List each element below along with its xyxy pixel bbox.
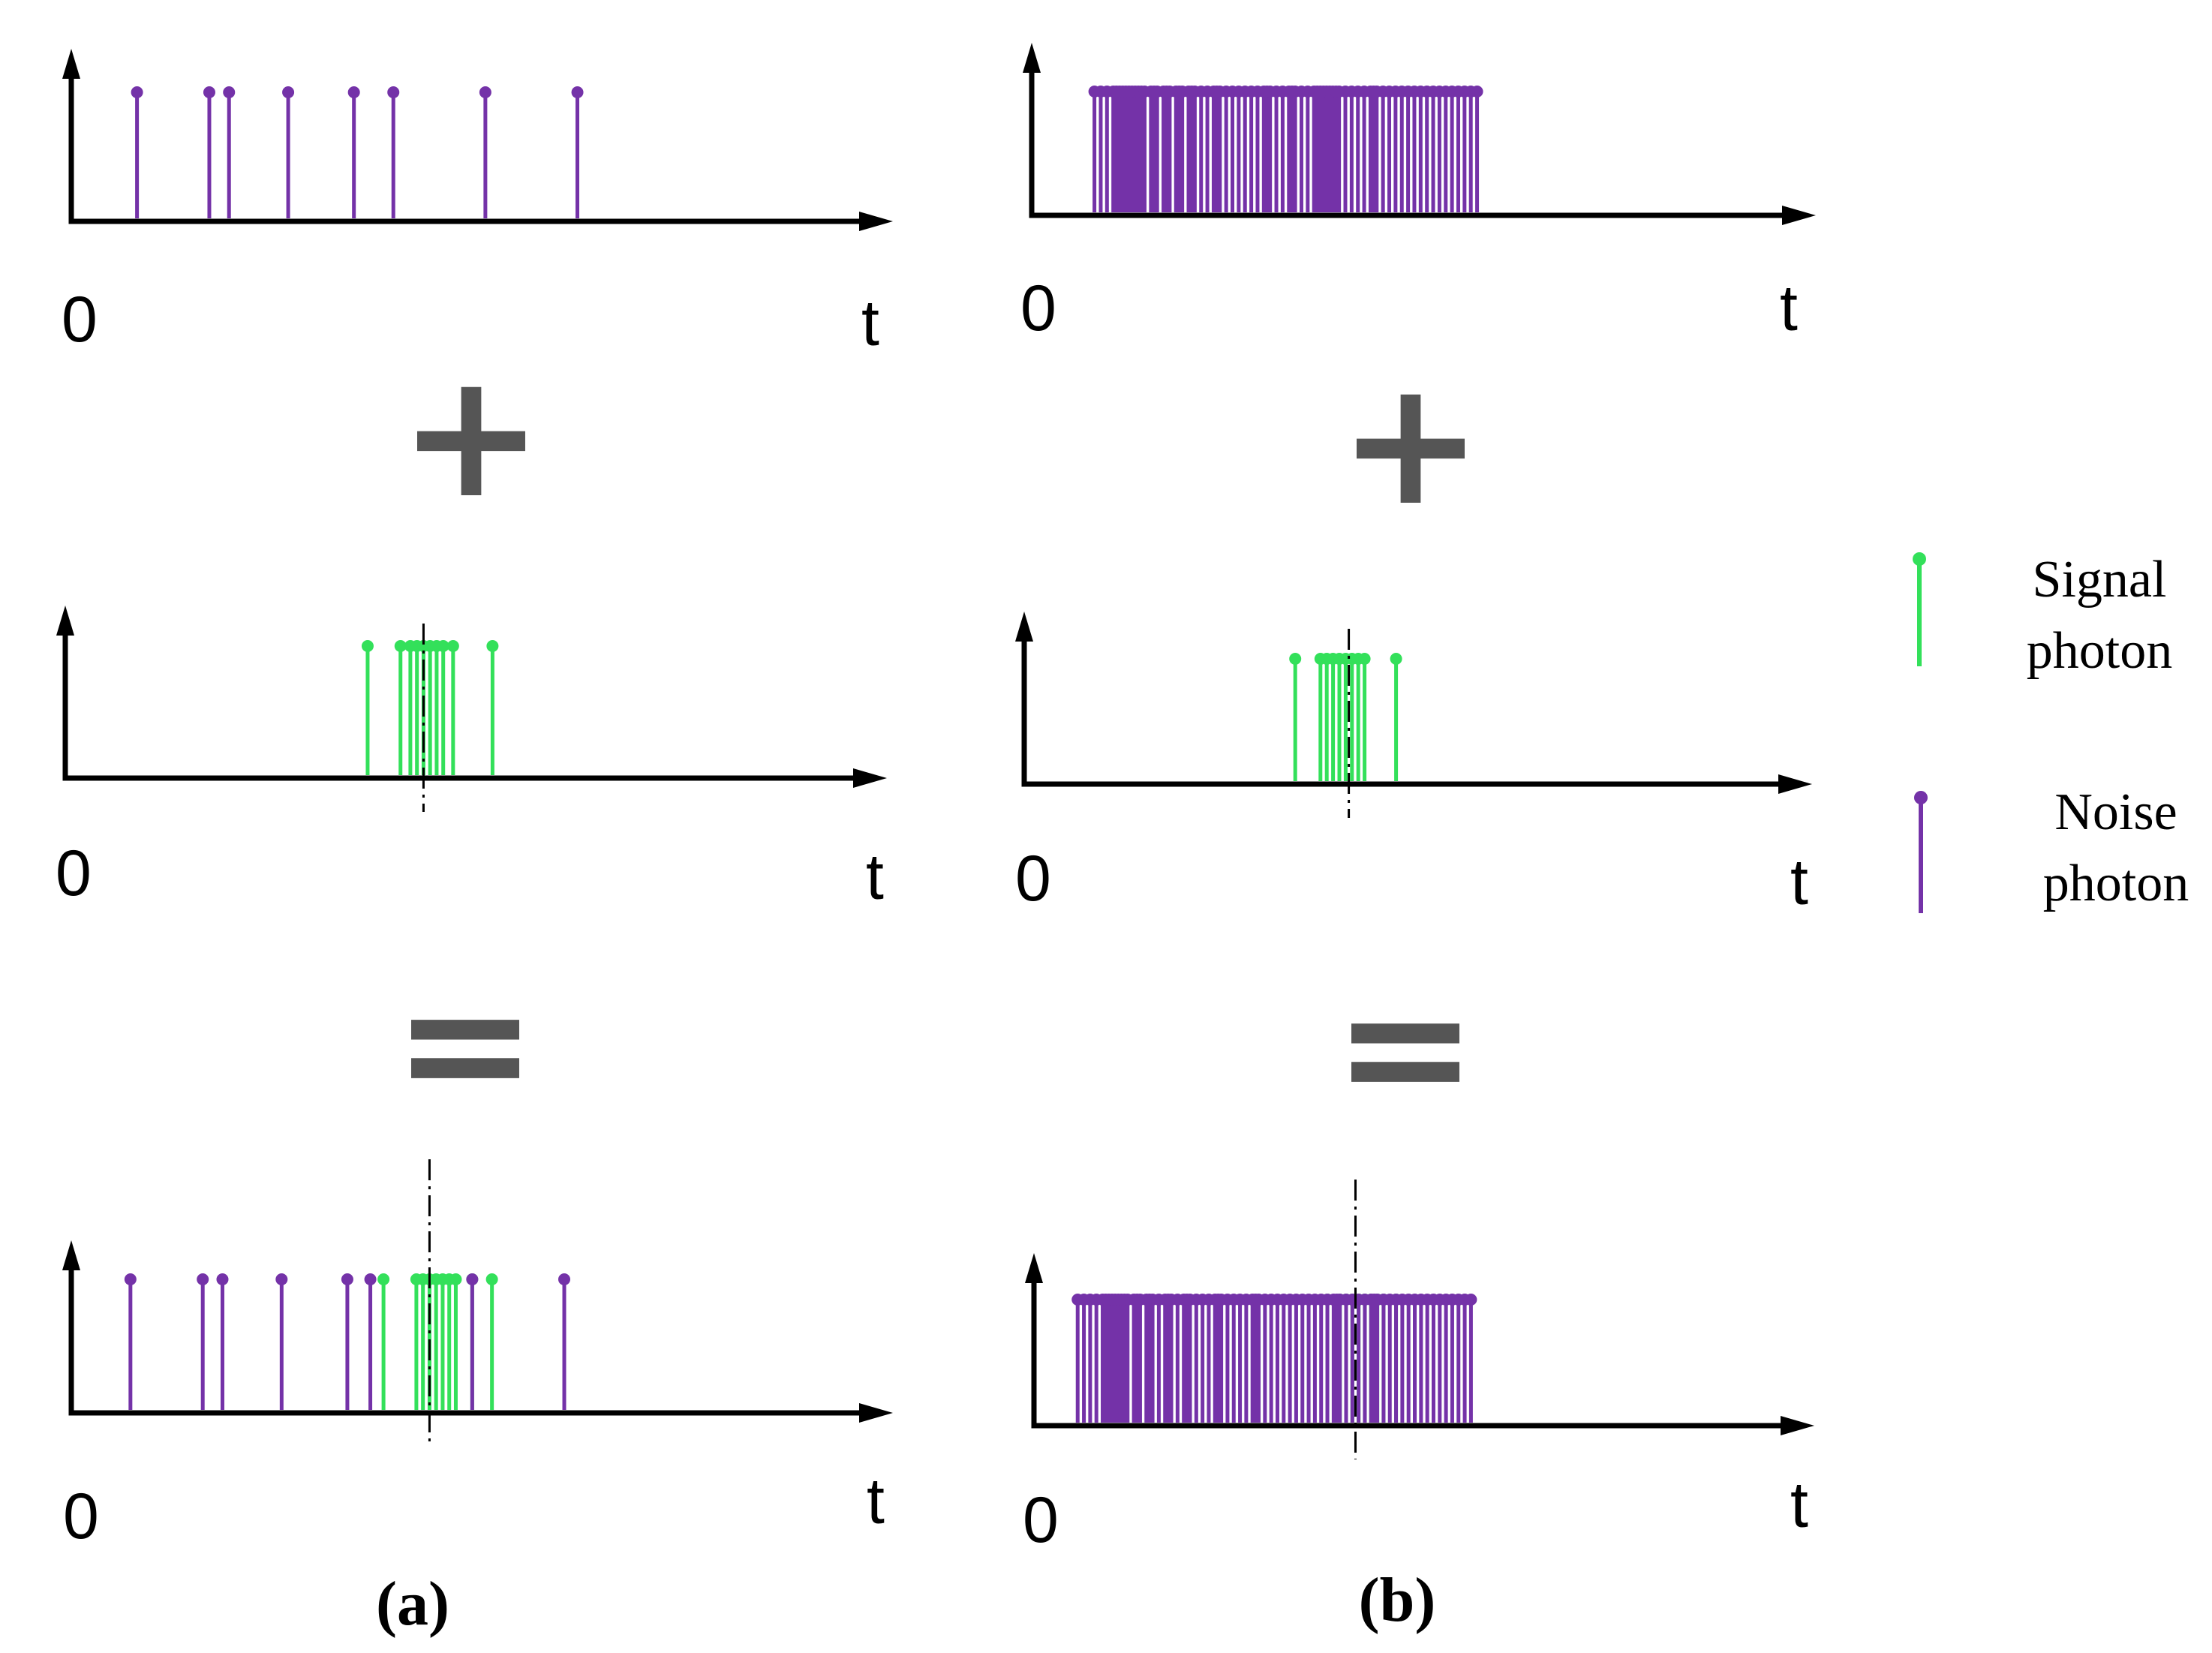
noise-photon-dot-a3-6 [466,1273,479,1285]
signal-photon-dot-a3-0 [377,1273,390,1285]
axis-lines-a2 [62,628,861,781]
noise-photon-dot-a1-4 [347,86,360,98]
noise-photon-dot-a3-5 [364,1273,377,1285]
noise-photon-dot-a1-7 [571,86,584,98]
noise-pulses-a3 [124,1273,570,1410]
y-axis-arrow-b2 [1015,612,1033,642]
noise-pulses-b3 [1071,1294,1477,1423]
legend-noise-dot [1914,791,1928,804]
y-axis-arrow-a3 [62,1240,80,1270]
equals-operator-a: = [393,944,538,1144]
noise-photon-dot-a1-3 [282,86,295,98]
axes-a1 [62,49,893,231]
origin-label-b2: 0 [1015,843,1051,915]
caption-b: (b) [1359,1565,1436,1635]
axis-lines-b1 [1029,65,1790,218]
signal-photon-dot-a2-9 [486,640,499,652]
time-label-a2: t [866,841,884,913]
time-label-a3: t [867,1465,885,1537]
y-axis-arrow-b1 [1023,43,1041,73]
pulses-layer [124,86,1483,1459]
noise-photon-dot-b1-78 [1471,86,1483,98]
noise-photon-dot-a1-6 [479,86,491,98]
signal-pulses-a3 [377,1273,498,1410]
x-axis-arrow-b2 [1778,774,1812,794]
legend-signal-dot [1913,552,1926,566]
axes-b3 [1025,1253,1814,1435]
x-axis-arrow-b3 [1781,1416,1814,1435]
axis-lines-a3 [68,1263,867,1416]
signal-photon-dot-b2-8 [1358,653,1371,665]
signal-pulses-a2 [361,640,499,775]
legend-signal-label-1: Signal [2033,551,2167,609]
axis-lines-b2 [1021,634,1786,787]
noise-pulses-b1 [1088,86,1483,212]
signal-photon-dot-a2-1 [394,640,407,652]
noise-photon-dot-a3-4 [341,1273,353,1285]
noise-photon-dot-a1-5 [387,86,400,98]
origin-label-a1: 0 [62,284,98,356]
noise-photon-dot-a1-0 [131,86,143,98]
x-axis-arrow-b1 [1782,206,1816,225]
time-label-b2: t [1790,846,1808,918]
origin-label-a2: 0 [56,837,92,909]
signal-photon-dot-a2-7 [437,640,449,652]
y-axis-arrow-b3 [1025,1253,1043,1283]
noise-photon-dot-a3-1 [197,1273,209,1285]
signal-photon-dot-a2-0 [361,640,374,652]
axis-lines-a1 [68,71,867,224]
signal-photon-dot-a3-7 [449,1273,462,1285]
noise-photon-dot-a3-2 [216,1273,229,1285]
legend-signal-label-2: photon [2027,622,2172,680]
axes-layer [56,43,1816,1435]
axis-lines-b3 [1031,1276,1788,1429]
time-label-b3: t [1790,1469,1808,1541]
noise-photon-dot-b3-75 [1465,1294,1477,1306]
noise-photon-dot-a1-2 [223,86,236,98]
axes-b2 [1015,612,1812,794]
noise-photon-dot-a3-3 [275,1273,288,1285]
time-label-b1: t [1780,272,1798,344]
legend: Signal photon Noise photon [1913,551,2189,913]
noise-photon-dot-a3-7 [558,1273,570,1285]
signal-photon-dot-b2-9 [1390,653,1402,665]
x-axis-arrow-a2 [853,768,887,788]
origin-label-a3: 0 [63,1480,99,1552]
equals-operator-b: = [1333,948,1478,1148]
signal-photon-dot-b2-0 [1289,653,1302,665]
origin-label-b3: 0 [1023,1484,1059,1556]
legend-noise-label-2: photon [2043,855,2189,912]
plus-operator-a: + [399,336,544,536]
noise-photon-dot-a1-1 [203,86,215,98]
caption-a: (a) [376,1569,449,1639]
time-label-a1: t [861,287,879,359]
origin-label-b1: 0 [1020,272,1056,344]
axes-a3 [62,1240,893,1423]
y-axis-arrow-a1 [62,49,80,79]
axes-a2 [56,606,887,788]
signal-photon-dot-a2-8 [446,640,459,652]
legend-noise-label-1: Noise [2054,783,2177,841]
axes-b1 [1023,43,1816,225]
plus-operator-b: + [1339,344,1483,544]
signal-photon-dot-a3-9 [485,1273,498,1285]
signal-pulses-b2 [1289,653,1402,781]
x-axis-arrow-a3 [859,1403,893,1423]
noise-pulses-a1 [131,86,584,218]
y-axis-arrow-a2 [56,606,74,636]
noise-photon-dot-a3-0 [124,1273,137,1285]
x-axis-arrow-a1 [859,212,893,231]
